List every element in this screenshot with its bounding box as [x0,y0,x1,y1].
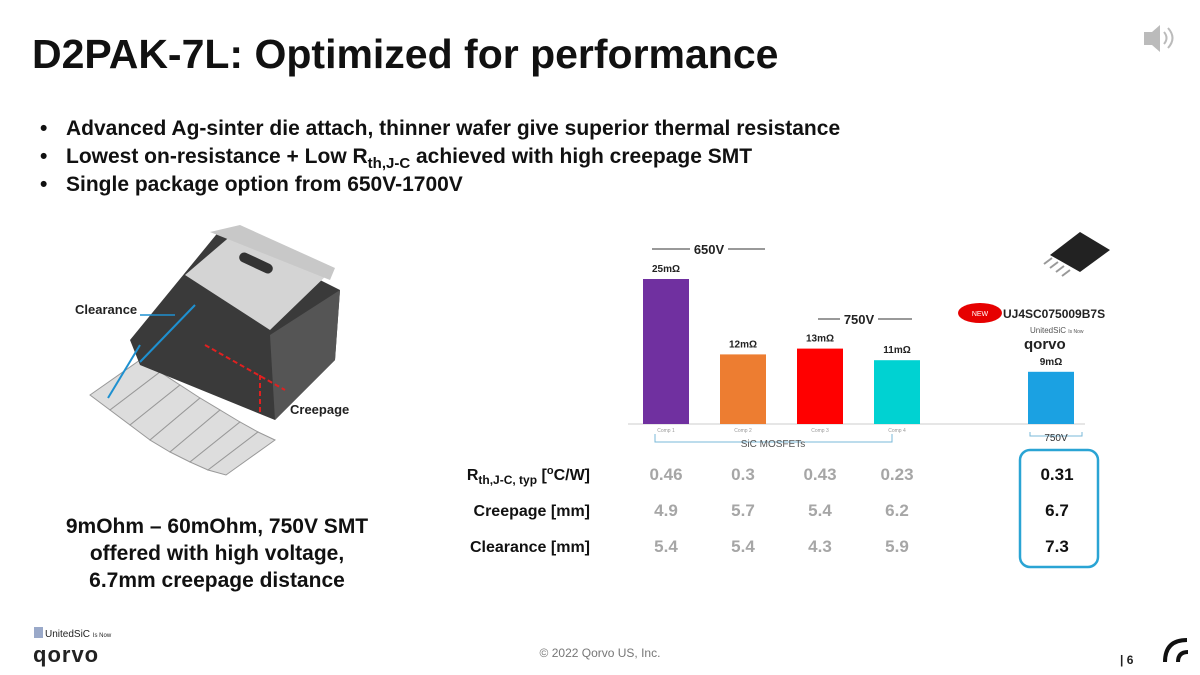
svg-text:qorvo: qorvo [33,642,99,667]
group-label: 750V [844,312,875,327]
cell: 0.43 [803,465,836,484]
cell: 7.3 [1045,537,1069,556]
row-label: Creepage [mm] [474,503,590,520]
highlight-label: 750V [1044,433,1068,444]
clearance-label: Clearance [75,302,137,317]
summary-line: 6.7mm creepage distance [89,569,345,592]
group-caption: SiC MOSFETs [741,439,805,450]
category-label: Comp 4 [888,428,906,434]
cell: 5.9 [885,537,909,556]
cell: 5.4 [808,501,832,520]
bar [1028,371,1074,424]
package-illustration [89,225,340,476]
category-label: Comp 3 [811,428,829,434]
group-bracket [1029,432,1083,437]
value-label: 9mΩ [1040,357,1062,368]
value-label: 11mΩ [883,345,910,356]
cell: 6.7 [1045,501,1069,520]
copyright: © 2022 Qorvo US, Inc. [540,646,661,660]
cell: 0.46 [649,465,682,484]
cell: 5.7 [731,501,755,520]
bullet: Single package option from 650V-1700V [66,173,463,196]
cell: 0.3 [731,465,755,484]
bullet: Lowest on-resistance + Low Rth,J-C achie… [66,145,752,172]
cell: 4.9 [654,501,678,520]
product-name: UJ4SC075009B7S [1003,307,1105,321]
badge-logo: qorvo [1024,336,1066,353]
highlight-box [1018,448,1100,569]
cell: 6.2 [885,501,909,520]
cell: 4.3 [808,537,832,556]
bar [643,279,689,424]
chart: 650V 750V SiC MOSFETs 750V NEW UJ4SC0750… [628,232,1110,569]
creepage-label: Creepage [290,402,349,417]
product-image [1043,232,1110,277]
bullet-dot: • [40,145,47,168]
group-bracket [654,434,893,443]
category-label: Comp 1 [657,428,675,434]
svg-text:UnitedSiC Is Now: UnitedSiC Is Now [45,629,112,640]
footer-logo: UnitedSiC Is Now qorvo [33,627,112,667]
page-number: | 6 [1120,653,1134,667]
creepage-arrow [204,344,286,391]
summary-line: offered with high voltage, [90,542,344,565]
new-badge-text: NEW [972,311,989,318]
row-label: Rth,J-C, typ [oC/W] [467,465,590,487]
value-label: 25mΩ [652,264,680,275]
bullet: Advanced Ag-sinter die attach, thinner w… [66,117,840,140]
row-label: Clearance [mm] [470,539,590,556]
summary-line: 9mOhm – 60mOhm, 750V SMT [66,515,368,538]
bar [720,354,766,424]
clearance-arrow [107,344,141,399]
audio-icon[interactable] [1144,25,1174,52]
cell: 0.23 [880,465,913,484]
slide-title: D2PAK-7L: Optimized for performance [32,31,778,77]
cell: 5.4 [654,537,678,556]
cell: 0.31 [1040,465,1073,484]
clearance-arrow [139,304,196,363]
group-label: 650V [694,242,725,257]
bullet-dot: • [40,117,47,140]
new-badge [958,303,1002,323]
bar [874,360,920,424]
corner-logo [1163,638,1189,663]
value-label: 13mΩ [806,334,834,345]
category-label: Comp 2 [734,428,752,434]
badge-brand: UnitedSiC Is Now [1030,326,1084,335]
value-label: 12mΩ [729,339,757,350]
bar [797,348,843,424]
cell: 5.4 [731,537,755,556]
bullet-dot: • [40,173,47,196]
